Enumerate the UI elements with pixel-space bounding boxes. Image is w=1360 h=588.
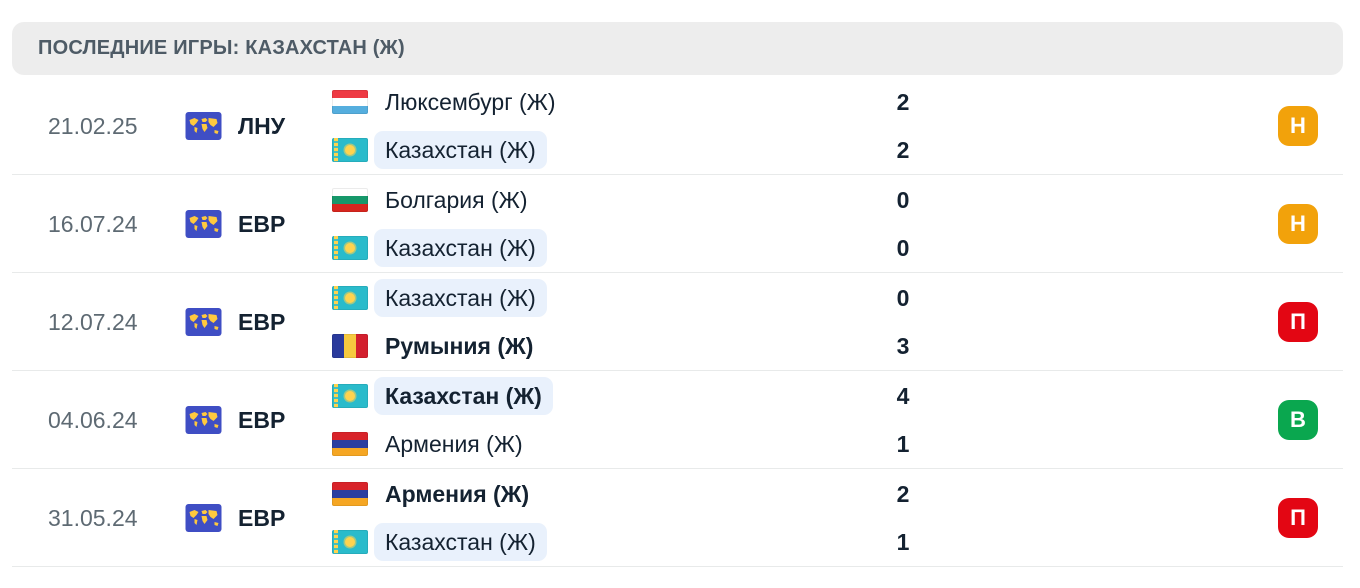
matches-list: 21.02.25 ЛНУ (0, 77, 1360, 567)
competition-code: ЕВР (238, 308, 286, 335)
home-team[interactable]: Болгария (Ж) (332, 176, 547, 224)
result-badge: В (1278, 400, 1318, 440)
competition-code: ЛНУ (238, 112, 286, 139)
section-header: ПОСЛЕДНИЕ ИГРЫ: КАЗАХСТАН (Ж) (12, 22, 1343, 75)
competition-code: ЕВР (238, 406, 286, 433)
home-score: 2 (896, 88, 910, 115)
away-team[interactable]: Казахстан (Ж) (332, 224, 547, 272)
home-team-name: Люксембург (Ж) (385, 89, 556, 115)
away-team-flag-icon (332, 138, 368, 162)
away-team[interactable]: Армения (Ж) (332, 420, 553, 468)
home-team-name: Армения (Ж) (385, 481, 530, 507)
home-score: 2 (896, 480, 910, 507)
away-score: 0 (896, 234, 910, 261)
home-team-flag-icon (332, 188, 368, 212)
result-cell: В (1278, 371, 1318, 469)
away-team-name: Казахстан (Ж) (374, 523, 547, 561)
world-map-icon (185, 112, 222, 140)
away-team[interactable]: Казахстан (Ж) (332, 126, 567, 174)
home-score: 4 (896, 382, 910, 409)
match-date: 16.07.24 (48, 210, 138, 237)
teams-cell: Казахстан (Ж) Армения (Ж) (332, 371, 553, 469)
match-row[interactable]: 16.07.24 ЕВР (0, 175, 1360, 273)
world-map-icon (185, 308, 222, 336)
competition-cell: ЕВР (185, 175, 285, 273)
home-team-flag-icon (332, 90, 368, 114)
result-cell: Н (1278, 175, 1318, 273)
result-badge: П (1278, 302, 1318, 342)
away-score: 3 (896, 332, 910, 359)
result-badge: Н (1278, 106, 1318, 146)
result-cell: П (1278, 273, 1318, 371)
match-row[interactable]: 31.05.24 ЕВР (0, 469, 1360, 567)
competition-code: ЕВР (238, 504, 286, 531)
away-team-flag-icon (332, 530, 368, 554)
teams-cell: Казахстан (Ж) Румыния (Ж) (332, 273, 547, 371)
home-team-name: Казахстан (Ж) (374, 279, 547, 317)
home-team[interactable]: Армения (Ж) (332, 470, 547, 518)
away-team-flag-icon (332, 236, 368, 260)
match-date: 04.06.24 (48, 406, 138, 433)
world-map-icon (185, 210, 222, 238)
teams-cell: Болгария (Ж) Казахстан (Ж) (332, 175, 547, 273)
section-title: ПОСЛЕДНИЕ ИГРЫ: КАЗАХСТАН (Ж) (38, 37, 405, 59)
competition-cell: ЕВР (185, 469, 285, 567)
teams-cell: Армения (Ж) Казахстан (Ж) (332, 469, 547, 567)
home-team-flag-icon (332, 482, 368, 506)
home-team[interactable]: Казахстан (Ж) (332, 274, 547, 322)
result-cell: П (1278, 469, 1318, 567)
competition-cell: ЕВР (185, 371, 285, 469)
score-cell: 2 1 (880, 469, 926, 567)
away-score: 1 (896, 430, 910, 457)
result-badge: Н (1278, 204, 1318, 244)
away-team-name: Казахстан (Ж) (374, 131, 547, 169)
home-team-name: Казахстан (Ж) (374, 377, 553, 415)
home-team-flag-icon (332, 384, 368, 408)
home-score: 0 (896, 284, 910, 311)
away-team-flag-icon (332, 334, 368, 358)
score-cell: 0 3 (880, 273, 926, 371)
home-team-flag-icon (332, 286, 368, 310)
score-cell: 2 2 (880, 77, 926, 175)
match-date: 21.02.25 (48, 112, 138, 139)
match-date: 12.07.24 (48, 308, 138, 335)
home-score: 0 (896, 186, 910, 213)
away-score: 2 (896, 136, 910, 163)
away-score: 1 (896, 528, 910, 555)
competition-code: ЕВР (238, 210, 286, 237)
match-row[interactable]: 21.02.25 ЛНУ (0, 77, 1360, 175)
away-team-name: Румыния (Ж) (385, 333, 534, 359)
away-team-flag-icon (332, 432, 368, 456)
home-team[interactable]: Казахстан (Ж) (332, 372, 553, 420)
home-team-name: Болгария (Ж) (385, 187, 528, 213)
match-row[interactable]: 04.06.24 ЕВР (0, 371, 1360, 469)
competition-cell: ЕВР (185, 273, 285, 371)
result-cell: Н (1278, 77, 1318, 175)
result-badge: П (1278, 498, 1318, 538)
score-cell: 0 0 (880, 175, 926, 273)
match-date: 31.05.24 (48, 504, 138, 531)
teams-cell: Люксембург (Ж) Казахстан (Ж) (332, 77, 567, 175)
away-team-name: Казахстан (Ж) (374, 229, 547, 267)
away-team-name: Армения (Ж) (385, 431, 523, 457)
match-row[interactable]: 12.07.24 ЕВР (0, 273, 1360, 371)
score-cell: 4 1 (880, 371, 926, 469)
competition-cell: ЛНУ (185, 77, 285, 175)
home-team[interactable]: Люксембург (Ж) (332, 78, 567, 126)
world-map-icon (185, 504, 222, 532)
world-map-icon (185, 406, 222, 434)
away-team[interactable]: Румыния (Ж) (332, 322, 547, 370)
away-team[interactable]: Казахстан (Ж) (332, 518, 547, 566)
